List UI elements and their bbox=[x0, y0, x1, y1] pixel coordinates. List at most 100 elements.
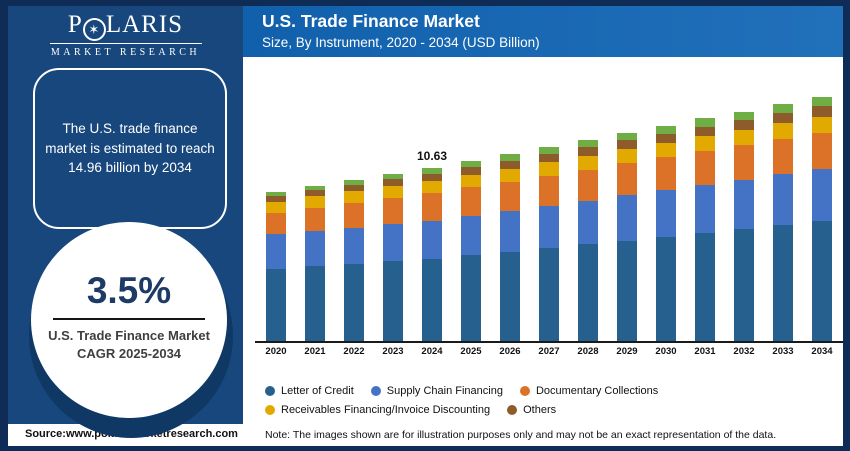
legend-swatch-icon bbox=[519, 386, 530, 396]
frame-left bbox=[0, 6, 8, 446]
bar-segment bbox=[773, 104, 793, 114]
x-tick-2032: 2032 bbox=[733, 346, 755, 357]
cagr-label: U.S. Trade Finance Market CAGR 2025-2034 bbox=[48, 328, 210, 361]
bar-segment bbox=[461, 216, 481, 256]
legend-label: Letter of Credit bbox=[281, 385, 354, 397]
frame-right bbox=[843, 6, 850, 446]
legend-label: Receivables Financing/Invoice Discountin… bbox=[281, 404, 491, 416]
bar-segment bbox=[383, 179, 403, 187]
bar-segment bbox=[344, 191, 364, 203]
bar-segment bbox=[578, 155, 598, 170]
bar-segment bbox=[539, 175, 559, 206]
bar-segment bbox=[500, 181, 520, 212]
bar-segment bbox=[656, 236, 676, 341]
bar-segment bbox=[500, 168, 520, 182]
bar-2032: 2032 bbox=[733, 111, 755, 357]
bar-segment bbox=[773, 122, 793, 139]
bar-segment bbox=[500, 251, 520, 341]
bar-segment bbox=[461, 160, 481, 168]
chart-legend: Letter of Credit Supply Chain Financing Do… bbox=[265, 385, 675, 423]
bar-2022: 2022 bbox=[343, 179, 365, 357]
legend-item: Supply Chain Financing bbox=[370, 385, 503, 397]
bar-segment bbox=[539, 205, 559, 249]
bar-segment bbox=[812, 132, 832, 169]
x-tick-2031: 2031 bbox=[694, 346, 716, 357]
bar-segment bbox=[734, 179, 754, 230]
legend-item: Receivables Financing/Invoice Discountin… bbox=[265, 404, 490, 416]
bar-segment bbox=[539, 154, 559, 163]
legend-item: Documentary Collections bbox=[519, 385, 658, 397]
bar-segment bbox=[383, 198, 403, 225]
headline-text: The U.S. trade finance market is estimat… bbox=[45, 121, 215, 176]
note-text: Note: The images shown are for illustrat… bbox=[265, 429, 777, 441]
bar-segment bbox=[695, 136, 715, 152]
legend-row: Receivables Financing/Invoice Discountin… bbox=[265, 404, 675, 416]
bar-segment bbox=[773, 113, 793, 123]
x-tick-2030: 2030 bbox=[655, 346, 677, 357]
bar-segment bbox=[383, 186, 403, 199]
bar-segment bbox=[695, 184, 715, 233]
frame-top bbox=[0, 0, 850, 6]
compass-star-icon: ✶ bbox=[82, 18, 106, 41]
logo-tagline: MARKET RESEARCH bbox=[50, 47, 201, 58]
bar-segment bbox=[305, 266, 325, 341]
bar-segment bbox=[539, 162, 559, 176]
bar-segment bbox=[812, 116, 832, 133]
bar-segment bbox=[422, 193, 442, 222]
bar-segment bbox=[266, 201, 286, 213]
bar-segment bbox=[461, 255, 481, 341]
bar-segment bbox=[617, 240, 637, 341]
legend-swatch-icon bbox=[265, 386, 275, 396]
bar-segment bbox=[695, 232, 715, 341]
bar-segment bbox=[344, 202, 364, 228]
x-tick-2020: 2020 bbox=[265, 346, 287, 357]
bar-segment bbox=[344, 179, 364, 185]
bar-segment bbox=[617, 140, 637, 150]
bar-segment bbox=[266, 269, 286, 341]
bar-segment bbox=[461, 174, 481, 188]
bar-segment bbox=[578, 244, 598, 341]
chart-header: U.S. Trade Finance Market Size, By Instr… bbox=[243, 6, 843, 57]
bar-segment bbox=[461, 167, 481, 175]
bar-segment bbox=[305, 196, 325, 208]
x-tick-2027: 2027 bbox=[538, 346, 560, 357]
bar-segment bbox=[773, 225, 793, 341]
stacked-bar-plot: 2020 2021 2022 2023 10.63 2024 2025 2026 2027 202… bbox=[265, 57, 833, 357]
legend-label: Others bbox=[523, 404, 557, 416]
bar-segment bbox=[656, 157, 676, 191]
bar-segment bbox=[539, 147, 559, 155]
bar-segment bbox=[695, 126, 715, 137]
page-title: U.S. Trade Finance Market bbox=[262, 11, 480, 31]
footer-bar: Source:www.polarismarketresearch.com Not… bbox=[8, 424, 843, 446]
page-subtitle: Size, By Instrument, 2020 - 2034 (USD Bi… bbox=[262, 35, 540, 50]
bar-2021: 2021 bbox=[304, 185, 326, 357]
bar-segment bbox=[266, 212, 286, 235]
legend-swatch-icon bbox=[370, 386, 381, 396]
x-tick-2034: 2034 bbox=[811, 346, 833, 357]
bar-2025: 2025 bbox=[460, 160, 482, 357]
bar-segment bbox=[500, 154, 520, 161]
bar-segment bbox=[383, 173, 403, 180]
bar-segment bbox=[344, 184, 364, 192]
x-tick-2028: 2028 bbox=[577, 346, 599, 357]
bar-segment bbox=[500, 160, 520, 169]
frame-bottom bbox=[0, 446, 850, 451]
bar-2030: 2030 bbox=[655, 125, 677, 357]
bar-segment bbox=[812, 106, 832, 117]
bar-segment bbox=[422, 173, 442, 182]
left-sidebar: P ✶ LARIS MARKET RESEARCH The U.S. trade f… bbox=[8, 6, 243, 438]
bar-segment bbox=[500, 211, 520, 252]
bar-segment bbox=[305, 230, 325, 267]
bar-segment bbox=[773, 174, 793, 226]
legend-item: Letter of Credit bbox=[265, 385, 354, 397]
bar-segment bbox=[422, 258, 442, 341]
x-tick-2022: 2022 bbox=[343, 346, 365, 357]
legend-item: Others bbox=[507, 404, 556, 416]
bar-segment bbox=[617, 132, 637, 141]
bar-segment bbox=[344, 227, 364, 264]
x-tick-2033: 2033 bbox=[772, 346, 794, 357]
legend-label: Supply Chain Financing bbox=[386, 385, 503, 397]
bar-2020: 2020 bbox=[265, 192, 287, 357]
bar-2023: 2023 bbox=[382, 173, 404, 357]
bar-segment bbox=[422, 167, 442, 174]
